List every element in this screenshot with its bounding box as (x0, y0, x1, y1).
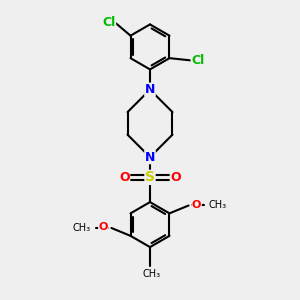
Text: O: O (170, 171, 181, 184)
Text: N: N (145, 83, 155, 96)
Text: N: N (145, 151, 155, 164)
Text: Cl: Cl (102, 16, 116, 29)
Text: Cl: Cl (191, 54, 204, 67)
Text: O: O (192, 200, 201, 210)
Text: O: O (99, 222, 108, 233)
Text: S: S (145, 170, 155, 184)
Text: O: O (119, 171, 130, 184)
Text: CH₃: CH₃ (209, 200, 227, 211)
Text: CH₃: CH₃ (142, 269, 160, 279)
Text: CH₃: CH₃ (73, 223, 91, 233)
